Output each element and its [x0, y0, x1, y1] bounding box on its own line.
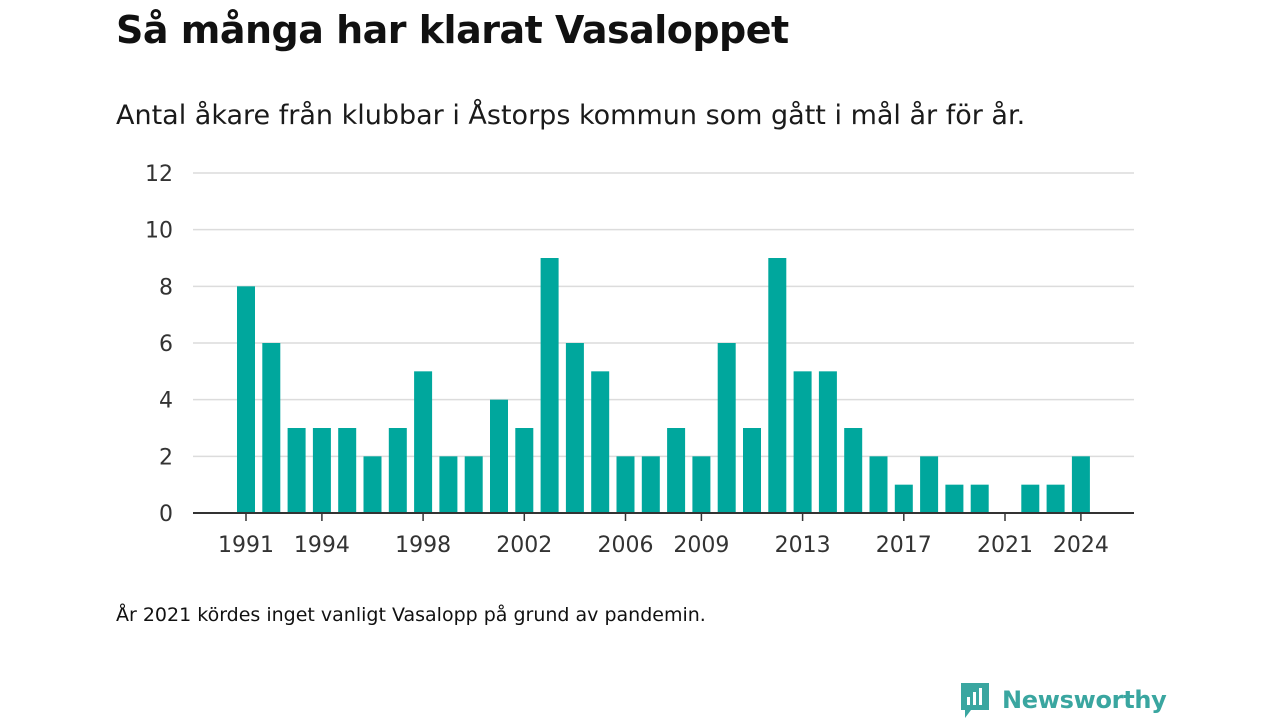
bar — [1021, 484, 1040, 513]
y-tick-label: 2 — [159, 445, 173, 470]
bar — [490, 399, 508, 513]
bar — [641, 456, 660, 513]
x-tick-label: 2013 — [775, 533, 831, 558]
bar — [616, 456, 635, 513]
y-tick-label: 0 — [159, 502, 173, 527]
bar — [388, 428, 407, 513]
bar — [287, 428, 306, 513]
chart-subtitle: Antal åkare från klubbar i Åstorps kommu… — [116, 100, 1026, 131]
x-axis: 1991 1994 1998 2002 2006 2009 2013 2017 2021 2024 — [193, 512, 1134, 558]
bar — [591, 371, 610, 513]
bar — [464, 456, 483, 513]
bar — [363, 456, 382, 513]
y-tick-label: 10 — [145, 219, 173, 244]
bar — [667, 428, 686, 513]
bar — [414, 371, 433, 513]
bar — [338, 428, 357, 513]
brand-logo: Newsworthy — [958, 680, 1167, 720]
bar — [894, 484, 913, 513]
bar — [869, 456, 888, 513]
bar — [540, 258, 559, 513]
x-tick-label: 1991 — [218, 533, 274, 558]
bars — [237, 258, 1090, 513]
bar — [1046, 484, 1065, 513]
bar — [818, 371, 837, 513]
bar — [920, 456, 939, 513]
x-tick-label: 1994 — [294, 533, 350, 558]
x-tick-label: 2002 — [496, 533, 552, 558]
footnote: År 2021 kördes inget vanligt Vasalopp på… — [116, 604, 706, 626]
brand-name: Newsworthy — [1002, 686, 1167, 714]
bar — [768, 258, 787, 513]
bar — [743, 428, 761, 513]
x-tick-label: 2006 — [598, 533, 654, 558]
x-tick-label: 1998 — [395, 533, 451, 558]
x-tick-label: 2021 — [977, 533, 1033, 558]
y-tick-label: 4 — [159, 389, 173, 414]
bar — [237, 286, 255, 513]
x-tick-label: 2017 — [876, 533, 932, 558]
bar — [262, 343, 281, 513]
x-tick-label: 2009 — [673, 533, 729, 558]
x-tick-label: 2024 — [1053, 533, 1109, 558]
y-tick-label: 12 — [145, 162, 173, 187]
bar — [844, 428, 863, 513]
bar — [793, 371, 812, 513]
newsworthy-logo-icon — [961, 683, 989, 718]
y-tick-label: 8 — [159, 275, 173, 300]
bar — [717, 343, 736, 513]
gridlines — [193, 172, 1134, 458]
bar — [1071, 456, 1090, 513]
y-axis-labels: 0 2 4 6 8 10 12 — [145, 162, 173, 527]
bar — [945, 484, 964, 513]
bar — [515, 428, 534, 513]
bar — [970, 484, 989, 513]
y-tick-label: 6 — [159, 332, 173, 357]
bar — [692, 456, 711, 513]
chart-title: Så många har klarat Vasaloppet — [116, 8, 789, 52]
bar — [439, 456, 458, 513]
bar-chart: 0 2 4 6 8 10 12 1991 1994 1998 2002 2006 2009 2013 20… — [145, 162, 1134, 558]
bar — [565, 343, 584, 513]
bar — [312, 428, 331, 513]
